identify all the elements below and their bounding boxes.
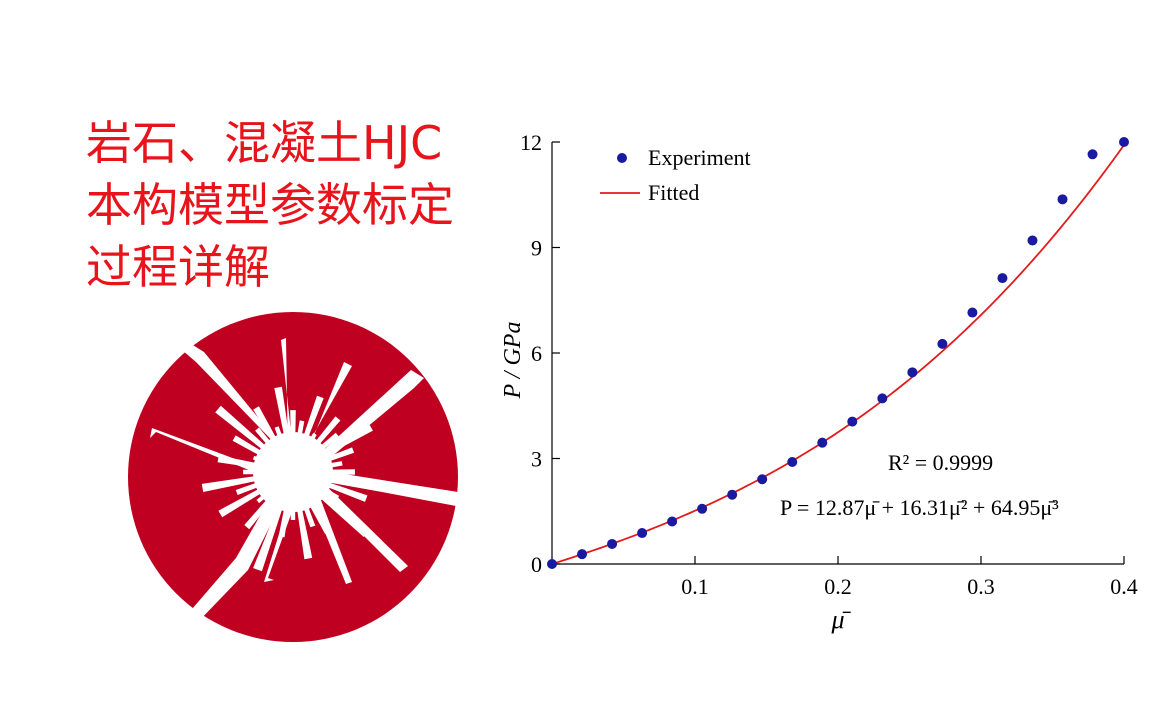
y-tick-label: 6 xyxy=(531,341,542,366)
experiment-point xyxy=(787,457,798,468)
legend-fitted-label: Fitted xyxy=(648,180,699,205)
experiment-point xyxy=(547,559,557,569)
experiment-point xyxy=(967,307,978,318)
disc-center-hole xyxy=(253,432,333,512)
experiment-point xyxy=(877,393,888,404)
experiment-point xyxy=(1027,235,1038,246)
fracture-ray xyxy=(253,499,285,572)
experiment-point xyxy=(727,489,738,500)
experiment-point xyxy=(907,367,918,378)
fracture-ray xyxy=(296,501,313,560)
y-tick-label: 12 xyxy=(520,130,542,155)
crack-slit xyxy=(281,338,294,460)
x-axis-label: μ̄ xyxy=(830,605,851,634)
fracture-ray xyxy=(314,489,370,537)
y-tick-label: 3 xyxy=(531,447,542,472)
crack-slit xyxy=(304,468,458,506)
legend-experiment-label: Experiment xyxy=(648,145,751,170)
experiment-point xyxy=(757,474,768,485)
experiment-point xyxy=(697,503,708,514)
crack-slit xyxy=(298,362,352,462)
experiment-point xyxy=(847,416,858,427)
title-line-1: 岩石、混凝土HJC xyxy=(86,116,443,170)
experiment-point xyxy=(1087,149,1098,160)
experiment-point xyxy=(817,437,828,448)
experiment-point xyxy=(937,338,948,349)
fracture-ray xyxy=(274,386,290,443)
x-tick-label: 0.2 xyxy=(824,574,852,599)
fit-equation-annotation: P = 12.87μ̄ + 16.31μ̄² + 64.95μ̄³ xyxy=(780,495,1059,520)
experiment-point xyxy=(997,273,1008,284)
y-tick-label: 9 xyxy=(531,236,542,261)
x-tick-label: 0.3 xyxy=(967,574,995,599)
experiment-point xyxy=(637,528,648,539)
fracture-ray xyxy=(215,405,272,455)
fracture-ray xyxy=(317,423,373,459)
y-ticks: 0 3 6 9 12 xyxy=(520,130,560,577)
fracture-ray xyxy=(320,480,368,502)
pressure-volumetric-strain-chart: 0 3 6 9 12 0.1 0.2 0.3 0.4 Experiment Fitted P … xyxy=(500,130,1138,634)
fracture-ray xyxy=(253,406,280,448)
crack-slit xyxy=(306,482,352,584)
r-squared-annotation: R² = 0.9999 xyxy=(888,450,993,475)
rock-fracture-disc-image xyxy=(128,312,458,642)
x-tick-label: 0.4 xyxy=(1110,574,1138,599)
legend: Experiment Fitted xyxy=(600,145,751,205)
x-tick-label: 0.1 xyxy=(681,574,709,599)
fracture-ray xyxy=(201,475,264,492)
y-axis-label: P / GPa xyxy=(500,322,526,400)
experiment-point xyxy=(607,538,618,549)
fitted-curve xyxy=(551,144,1125,565)
experiment-point xyxy=(1119,137,1129,147)
legend-experiment-marker xyxy=(617,153,627,163)
experiment-point xyxy=(1057,194,1068,205)
x-ticks: 0.1 0.2 0.3 0.4 xyxy=(681,556,1138,599)
fracture-ray xyxy=(218,485,269,518)
title-line-3: 过程详解 xyxy=(86,240,270,294)
page-title: 岩石、混凝土HJC 本构模型参数标定 过程详解 xyxy=(86,112,526,298)
experiment-points xyxy=(547,137,1129,569)
y-tick-label: 0 xyxy=(531,552,542,577)
title-line-2: 本构模型参数标定 xyxy=(86,178,454,232)
experiment-point xyxy=(577,549,588,560)
fracture-ray xyxy=(301,395,324,445)
fracture-ray xyxy=(217,455,264,469)
experiment-point xyxy=(667,516,678,527)
